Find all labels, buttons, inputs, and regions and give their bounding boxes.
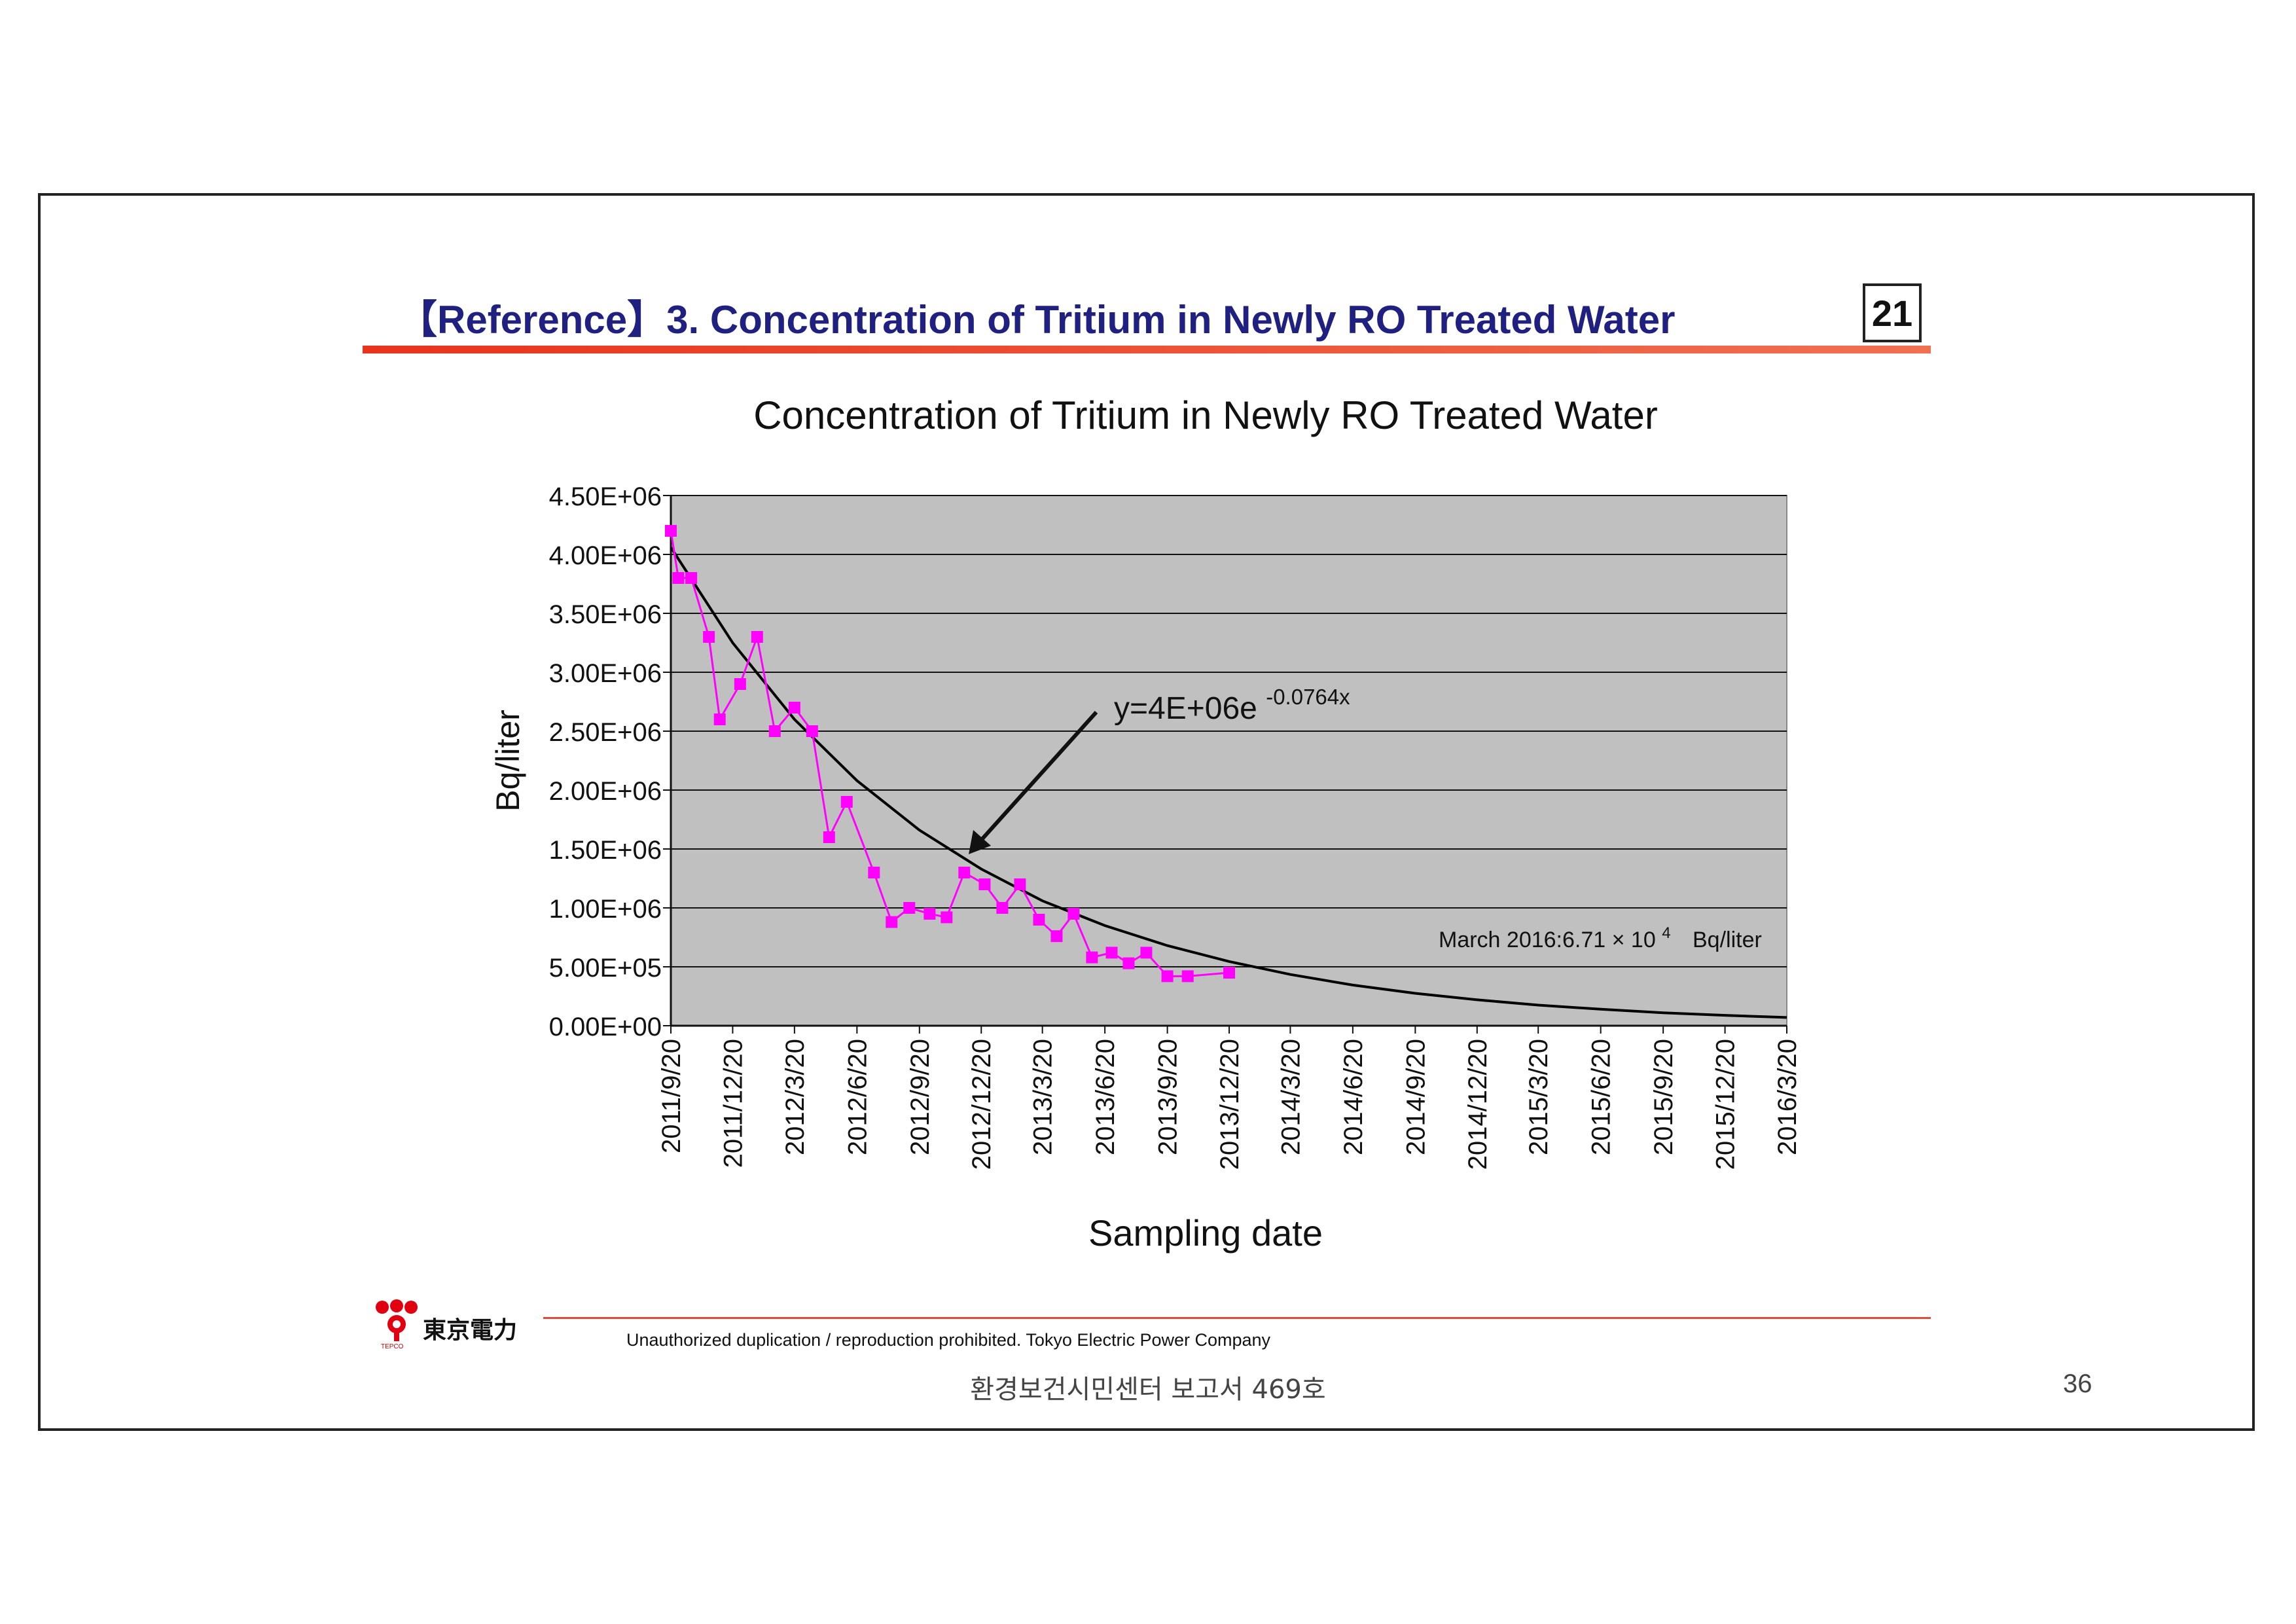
header-divider <box>363 346 1931 353</box>
march-2016-note-exponent: 4 <box>1662 924 1670 942</box>
x-tick-label: 2012/9/20 <box>906 1039 935 1155</box>
x-tick-label: 2013/6/20 <box>1091 1039 1120 1155</box>
x-tick-label: 2011/12/20 <box>719 1039 747 1168</box>
measured-point <box>685 572 698 584</box>
plot-area <box>670 495 1787 1026</box>
measured-point <box>903 902 916 914</box>
y-tick-label: 5.00E+05 <box>549 954 662 983</box>
slide-number-box: 21 <box>1863 283 1922 342</box>
measured-point <box>868 867 880 878</box>
x-tick-label: 2014/3/20 <box>1276 1039 1305 1155</box>
x-tick-label: 2014/12/20 <box>1463 1039 1492 1170</box>
measured-point <box>1181 970 1194 983</box>
x-axis-label: Sampling date <box>1088 1212 1323 1254</box>
y-tick-label: 2.50E+06 <box>549 718 662 747</box>
trend-equation-exponent: -0.0764x <box>1266 685 1350 709</box>
chart-title: Concentration of Tritium in Newly RO Tre… <box>753 393 1658 437</box>
measured-point <box>665 525 677 537</box>
tepco-logo-icon <box>376 1299 418 1341</box>
trend-equation-main: y=4E+06e <box>1114 691 1257 726</box>
x-tick-label: 2013/3/20 <box>1029 1039 1058 1155</box>
measured-point <box>768 725 781 737</box>
y-tick-label: 0.00E+00 <box>549 1013 662 1041</box>
measured-point <box>1105 947 1118 959</box>
measured-point <box>734 678 746 690</box>
x-tick-label: 2015/6/20 <box>1587 1039 1616 1155</box>
march-2016-note-unit: Bq/liter <box>1693 928 1762 952</box>
logo-wordmark: 東京電力 <box>423 1317 518 1344</box>
y-axis: 0.00E+00 5.00E+05 1.00E+06 1.50E+06 2.00E+06… <box>549 482 672 1041</box>
measured-series <box>665 525 1236 983</box>
trend-line <box>670 547 1787 1019</box>
measured-point <box>788 702 800 713</box>
y-tick-label: 1.50E+06 <box>549 836 662 865</box>
slide-frame <box>38 193 2255 1431</box>
page-number: 36 <box>2063 1369 2092 1398</box>
measured-point <box>806 725 818 737</box>
measured-point <box>996 902 1009 914</box>
x-tick-label: 2015/12/20 <box>1712 1039 1740 1170</box>
x-tick-label: 2015/9/20 <box>1649 1039 1678 1155</box>
measured-point <box>1067 908 1080 920</box>
measured-point <box>672 572 685 584</box>
x-tick-label: 2011/9/20 <box>657 1039 686 1153</box>
measured-point <box>1223 967 1236 979</box>
logo-subtext: TEPCO <box>381 1343 404 1350</box>
measured-point <box>886 916 898 928</box>
y-tick-label: 3.50E+06 <box>549 600 662 629</box>
march-2016-note: March 2016:6.71 × 10 4 Bq/liter <box>1439 918 1762 952</box>
y-tick-label: 4.50E+06 <box>549 482 662 511</box>
x-tick-label: 2012/12/20 <box>967 1039 996 1170</box>
y-tick-label: 1.00E+06 <box>549 895 662 924</box>
x-tick-label: 2012/6/20 <box>843 1039 872 1155</box>
measured-point <box>1050 930 1063 943</box>
measured-point <box>941 911 953 924</box>
x-tick-label: 2015/3/20 <box>1524 1039 1553 1155</box>
measured-point <box>978 878 991 890</box>
trend-equation: y=4E+06e -0.0764x <box>1114 685 1350 726</box>
x-tick-label: 2014/9/20 <box>1401 1039 1430 1155</box>
y-axis-label: Bq/liter <box>490 710 526 812</box>
measured-point <box>1014 878 1026 890</box>
measured-point <box>823 831 835 843</box>
measured-point <box>1122 957 1135 969</box>
march-2016-note-main: March 2016:6.71 × 10 <box>1439 928 1656 952</box>
x-axis: 2011/9/20 2011/12/20 2012/3/20 2012/6/20 201… <box>657 1024 1802 1170</box>
copyright-notice: Unauthorized duplication / reproduction … <box>626 1330 1271 1350</box>
measured-point <box>713 713 726 725</box>
measured-point <box>751 631 763 643</box>
slide-header-title: 【Reference】3. Concentration of Tritium i… <box>398 298 1676 342</box>
measured-point <box>703 631 715 643</box>
y-tick-label: 2.00E+06 <box>549 777 662 806</box>
measured-point <box>958 867 971 878</box>
x-tick-label: 2016/3/20 <box>1773 1039 1802 1155</box>
measured-point <box>840 796 853 808</box>
trend-series <box>670 547 1787 1019</box>
x-tick-label: 2014/6/20 <box>1339 1039 1368 1155</box>
measured-point <box>1140 947 1153 959</box>
x-tick-label: 2013/12/20 <box>1215 1039 1244 1170</box>
x-tick-label: 2012/3/20 <box>781 1039 810 1155</box>
equation-arrow-head <box>969 830 991 854</box>
measured-point <box>1161 970 1174 983</box>
y-tick-label: 4.00E+06 <box>549 541 662 570</box>
y-tick-label: 3.00E+06 <box>549 659 662 688</box>
equation-arrow-shaft <box>977 710 1098 845</box>
footer-divider <box>543 1317 1931 1319</box>
measured-point <box>924 908 936 920</box>
report-caption: 환경보건시민센터 보고서 469호 <box>970 1375 1326 1405</box>
measured-point <box>1086 951 1098 964</box>
x-tick-label: 2013/9/20 <box>1154 1039 1183 1155</box>
measured-point <box>1033 914 1045 926</box>
